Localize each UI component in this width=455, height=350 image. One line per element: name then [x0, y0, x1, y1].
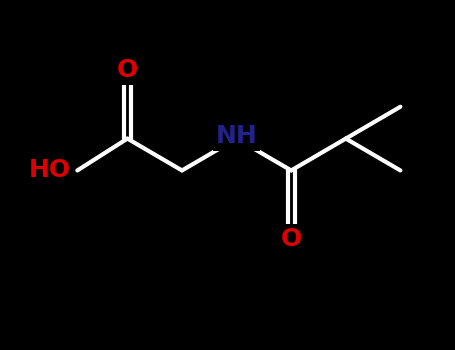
Text: HO: HO — [28, 159, 71, 182]
Text: O: O — [117, 58, 138, 82]
Text: O: O — [281, 228, 302, 251]
Text: NH: NH — [216, 124, 258, 148]
